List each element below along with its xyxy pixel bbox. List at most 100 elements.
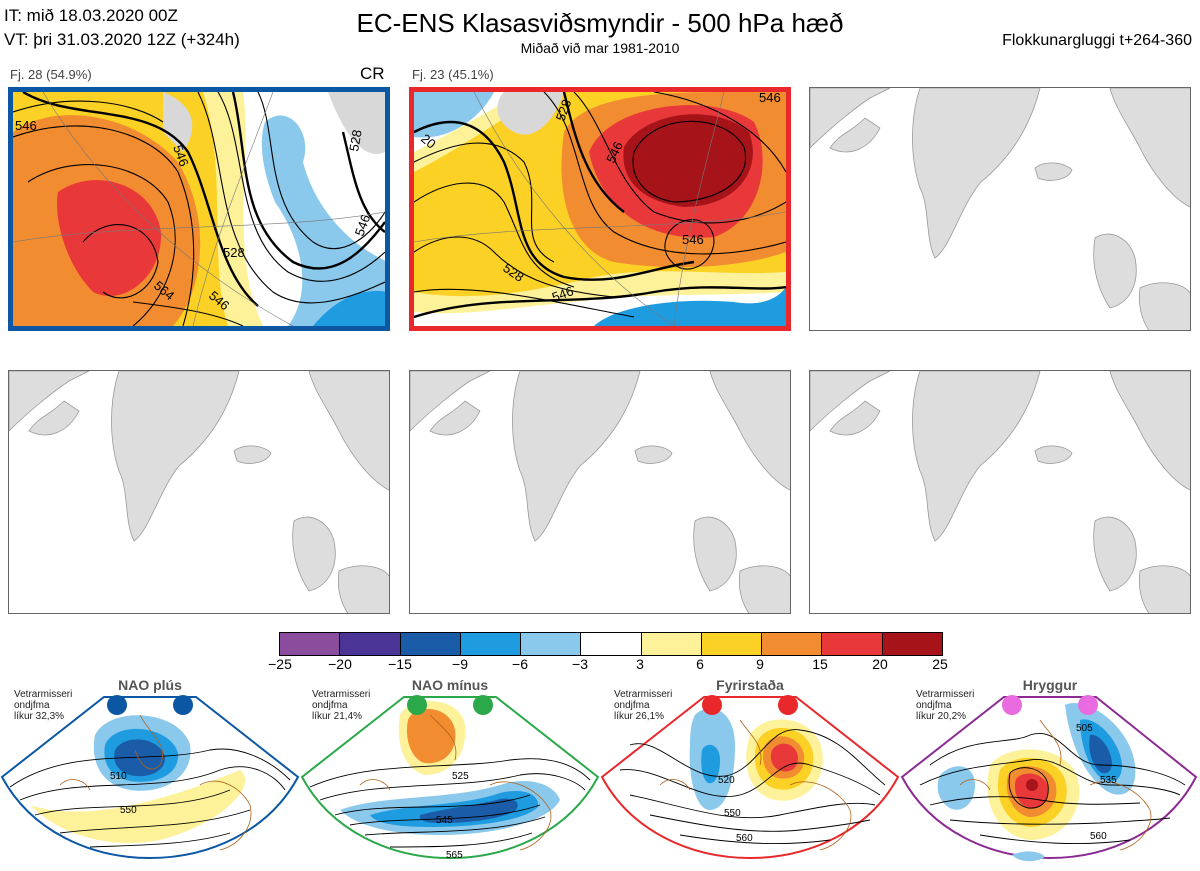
colorbar (279, 632, 943, 656)
regime-ridge[interactable]: Vetrarmisseri ondjfma líkur 20,2% Hryggu… (900, 675, 1200, 871)
colorbar-tick: −3 (572, 656, 588, 672)
contour-label: 528 (346, 129, 365, 153)
regime-nao-minus[interactable]: Vetrarmisseri ondjfma líkur 21,4% NAO mí… (300, 675, 600, 871)
contour-label: 505 (1076, 723, 1093, 734)
contour-label: 560 (1090, 831, 1107, 842)
colorbar-segment (340, 633, 401, 655)
regime-nao-plus[interactable]: Vetrarmisseri ondjfma líkur 32,3% NAO pl… (0, 675, 300, 871)
regime-type: ondjfma (312, 700, 348, 711)
regime-season: Vetrarmisseri (312, 689, 371, 700)
colorbar-tick: 9 (756, 656, 764, 672)
contour-label: 520 (718, 775, 735, 786)
contour-label: 546 (352, 213, 374, 239)
cluster-1-label: Fj. 28 (54.9%) (10, 67, 92, 82)
land-outline (810, 371, 1190, 613)
regime-map: 525 545 565 (300, 695, 600, 861)
colorbar-tick: 25 (932, 656, 948, 672)
header-info: IT: mið 18.03.2020 00Z VT: þri 31.03.202… (4, 4, 240, 52)
colorbar-tick: −15 (388, 656, 412, 672)
empty-map-4 (809, 370, 1191, 614)
land-outline (410, 371, 790, 613)
regime-type: ondjfma (14, 700, 50, 711)
colorbar-tick: 3 (636, 656, 644, 672)
empty-map-2 (8, 370, 390, 614)
regime-blocking[interactable]: Vetrarmisseri ondjfma líkur 26,1% Fyrirs… (600, 675, 900, 871)
regime-marker (702, 695, 722, 715)
contour-label: 550 (724, 808, 741, 819)
regime-info: Vetrarmisseri ondjfma líkur 32,3% (14, 689, 72, 722)
regime-season: Vetrarmisseri (916, 689, 975, 700)
cluster-2-map[interactable]: 20 528 546 546 528 546 546 (409, 87, 791, 331)
regime-season: Vetrarmisseri (14, 689, 73, 700)
regime-type: ondjfma (614, 700, 650, 711)
regime-name: NAO mínus (411, 677, 489, 693)
colorbar-segment (400, 633, 461, 655)
cluster-1-code: CR (360, 64, 385, 83)
colorbar-segment (822, 633, 883, 655)
colorbar-tick: −20 (328, 656, 352, 672)
regime-marker (1078, 695, 1098, 715)
contour-label: 550 (120, 805, 137, 816)
regime-name: Hryggur (1022, 677, 1078, 693)
contour-label: 535 (1100, 775, 1117, 786)
contour-label: 546 (170, 143, 192, 169)
regime-info: Vetrarmisseri ondjfma líkur 21,4% (312, 689, 370, 722)
land-outline (9, 371, 389, 613)
regime-name: NAO plús (118, 677, 182, 693)
regime-marker (107, 695, 127, 715)
regime-probability: líkur 21,4% (312, 711, 363, 722)
regime-probability: líkur 26,1% (614, 711, 665, 722)
regime-marker (173, 695, 193, 715)
cluster-2-label: Fj. 23 (45.1%) (412, 67, 494, 82)
page-subtitle: Miðað við mar 1981-2010 (520, 40, 680, 56)
colorbar-tick: −6 (512, 656, 528, 672)
cluster-1-field: 546 546 528 546 564 546 528 (13, 92, 385, 326)
regime-info: Vetrarmisseri ondjfma líkur 26,1% (614, 689, 672, 722)
colorbar-tick: −25 (268, 656, 292, 672)
regime-info: Vetrarmisseri ondjfma líkur 20,2% (916, 689, 974, 722)
empty-map-1 (809, 87, 1191, 331)
colorbar-segment (701, 633, 763, 655)
colorbar-tick: 15 (812, 656, 828, 672)
page-title: EC-ENS Klasasviðsmyndir - 500 hPa hæð (356, 8, 844, 38)
contour-label: 546 (759, 92, 781, 105)
regime-center (1026, 779, 1038, 791)
classification-window: Flokkunargluggi t+264-360 (1002, 32, 1192, 49)
land-outline (810, 88, 1190, 330)
regime-probability: líkur 32,3% (14, 711, 65, 722)
contour-label: 546 (15, 118, 37, 133)
regime-name: Fyrirstaða (716, 677, 784, 693)
contour-label: 565 (446, 850, 463, 861)
colorbar-tick: 20 (872, 656, 888, 672)
contour-label: 546 (682, 232, 704, 247)
contour-label: 528 (223, 245, 245, 260)
colorbar-segment (641, 633, 702, 655)
regime-season: Vetrarmisseri (614, 689, 673, 700)
regime-map: 520 550 560 (600, 695, 900, 859)
regime-marker (407, 695, 427, 715)
regime-type: ondjfma (916, 700, 952, 711)
contour-label: 510 (110, 771, 127, 782)
contour-label: 528 (553, 98, 575, 124)
colorbar-segment (280, 633, 341, 655)
cluster-2-field: 20 528 546 546 528 546 546 (414, 92, 786, 326)
colorbar-segment (882, 633, 942, 655)
regime-map: 505 535 560 (900, 695, 1198, 862)
regime-marker (473, 695, 493, 715)
regime-probability: líkur 20,2% (916, 711, 967, 722)
colorbar-segment (521, 633, 582, 655)
colorbar-segment (460, 633, 522, 655)
colorbar-segment (581, 633, 642, 655)
initial-time: IT: mið 18.03.2020 00Z (4, 6, 178, 25)
contour-label: 560 (736, 833, 753, 844)
regime-marker (778, 695, 798, 715)
colorbar-segment (762, 633, 823, 655)
contour-label: 545 (436, 815, 453, 826)
empty-map-3 (409, 370, 791, 614)
colorbar-tick: −9 (452, 656, 468, 672)
colorbar-tick: 6 (696, 656, 704, 672)
regime-map: 510 550 (0, 695, 300, 859)
cluster-1-map[interactable]: 546 546 528 546 564 546 528 (8, 87, 390, 331)
valid-time: VT: þri 31.03.2020 12Z (+324h) (4, 30, 240, 49)
contour-label: 546 (550, 283, 576, 305)
